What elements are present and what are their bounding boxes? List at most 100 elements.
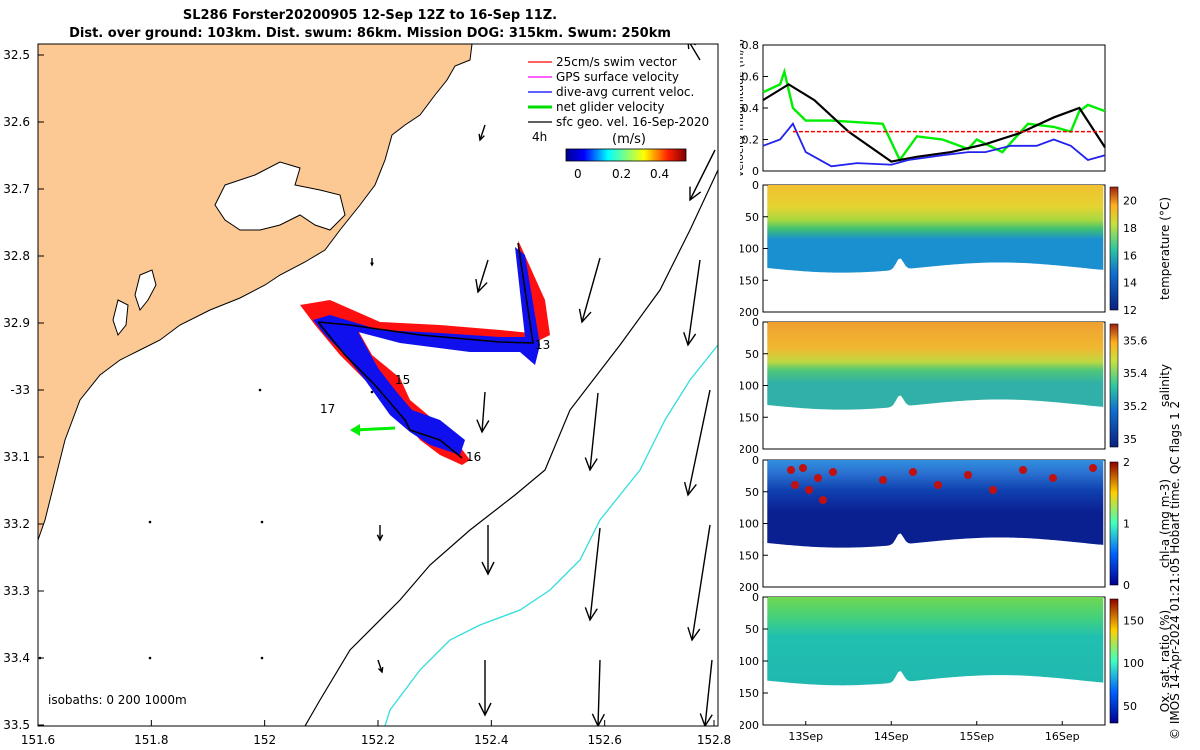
- land-coastline: [38, 44, 473, 541]
- velocity-axes: [762, 44, 1106, 172]
- profile-colorbar: [1109, 461, 1119, 586]
- lat-tick-label: 33.4: [3, 651, 30, 665]
- lat-tick-label: 32.6: [3, 115, 30, 129]
- chlorophyll-profile-panel: 0 50 100 150 200 Depth (m) 0 1 2 chl-a (mg m-3): [740, 454, 1172, 594]
- colorbar-tick-label: 100: [1123, 657, 1144, 670]
- profile-ylabel: Depth (m): [740, 357, 741, 413]
- colorbar-tick-label: 2: [1123, 456, 1130, 469]
- velocity-ytick: 0.2: [742, 134, 760, 147]
- geo-velocity-arrow: [597, 659, 601, 726]
- isobaths-label: isobaths: 0 200 1000m: [48, 693, 187, 707]
- profile-ytick: 200: [740, 306, 759, 319]
- profile-ytick: 0: [752, 316, 759, 329]
- temperature-profile-panel: 0 50 100 150 200 Depth (m) 12 14 16 18 20 temperatu…: [740, 179, 1172, 319]
- chl-hotspot: [805, 486, 813, 494]
- velocity-ytick: 0.6: [742, 71, 760, 84]
- chl-hotspot: [819, 496, 827, 504]
- lat-tick-label: 33.2: [3, 517, 30, 531]
- profile-ytick: 200: [740, 443, 759, 456]
- surface-geostrophic-velocity-arrows: [38, 44, 716, 726]
- profile-colorbar: [1109, 598, 1119, 724]
- chl-hotspot: [989, 486, 997, 494]
- geo-velocity-arrow: [689, 149, 716, 201]
- profile-ytick: 50: [745, 623, 759, 636]
- chl-hotspot: [879, 476, 887, 484]
- profile-ytick: 100: [740, 380, 759, 393]
- colorbar-tick-label: 35.6: [1123, 334, 1148, 347]
- lon-tick-label: 151.8: [134, 733, 168, 747]
- colorbar-title: salinity: [1158, 364, 1172, 407]
- velocity-ylabel: velocity magnitude (m/s): [740, 39, 746, 177]
- figure-title-line2: Dist. over ground: 103km. Dist. swum: 86…: [69, 26, 671, 41]
- legend-sfc-geo-vel: sfc geo. vel. 16-Sep-2020: [556, 115, 709, 129]
- lat-tick-label: 33.3: [3, 584, 30, 598]
- profile-ylabel: Depth (m): [740, 220, 741, 276]
- oxygen-profile-panel: 0 50 100 150 200 Depth (m) 50 100 150 Ox. sat. ra…: [740, 591, 1172, 743]
- lon-tick-label: 152.2: [361, 733, 395, 747]
- day-label-15: 15: [395, 373, 410, 387]
- legend-gps-velocity: GPS surface velocity: [556, 70, 679, 84]
- colorbar-title: Ox. sat. ratio (%): [1158, 610, 1172, 712]
- profile-ytick: 150: [740, 549, 759, 562]
- geo-velocity-dot: [258, 388, 262, 392]
- lake-2: [134, 269, 157, 312]
- colorbar-title: chl-a (mg m-3): [1158, 479, 1172, 568]
- date-xtick: 16Sep: [1045, 730, 1080, 743]
- geo-velocity-arrow: [589, 527, 601, 621]
- geo-velocity-arrow: [704, 659, 713, 726]
- track-dive-avg-band: [313, 247, 540, 455]
- colorbar-tick-1: 0.2: [612, 167, 631, 181]
- day-label-16: 16: [466, 450, 481, 464]
- lat-tick-label: 33.1: [3, 450, 30, 464]
- lon-tick-label: 151.6: [21, 733, 55, 747]
- legend-net-glider: net glider velocity: [556, 100, 664, 114]
- colorbar-tick-label: 1: [1123, 518, 1130, 531]
- lat-tick-label: 32.7: [3, 182, 30, 196]
- colorbar-tick-label: 150: [1123, 614, 1144, 627]
- geo-velocity-arrow: [581, 257, 601, 323]
- profile-ytick: 150: [740, 411, 759, 424]
- chl-hotspot: [1049, 474, 1057, 482]
- net-glider-arrowhead: [350, 424, 360, 436]
- chl-hotspot: [799, 464, 807, 472]
- lon-tick-label: 152: [253, 733, 276, 747]
- profile-ytick: 150: [740, 274, 759, 287]
- glider-track-map: 13 15 17 16 151.6 151.8 152 152.2 152.4 152.6…: [3, 43, 731, 747]
- profile-ytick: 50: [745, 486, 759, 499]
- velocity-ytick: 0: [752, 165, 759, 178]
- geo-velocity-dot: [148, 520, 152, 524]
- lake-1: [214, 161, 346, 231]
- chl-hotspot: [787, 466, 795, 474]
- colorbar-tick-label: 16: [1123, 249, 1137, 262]
- lat-tick-label: 32.9: [3, 316, 30, 330]
- geo-velocity-arrow: [477, 259, 489, 293]
- lat-tick-label: 33.5: [3, 718, 30, 732]
- legend-4h: 4h: [532, 130, 547, 144]
- profile-ylabel: Depth (m): [740, 495, 741, 551]
- chl-hotspot: [964, 471, 972, 479]
- geo-velocity-dot: [148, 656, 152, 660]
- lon-tick-label: 152.6: [587, 733, 621, 747]
- colorbar-unit-label: (m/s): [612, 132, 646, 147]
- colorbar-tick-label: 0: [1123, 579, 1130, 592]
- geo-velocity-dot: [370, 390, 374, 394]
- profile-ytick: 0: [752, 454, 759, 467]
- colorbar-tick-label: 35.2: [1123, 400, 1148, 413]
- profile-ytick: 200: [740, 581, 759, 594]
- longitude-ticks: 151.6 151.8 152 152.2 152.4 152.6 152.8: [21, 720, 731, 747]
- legend-dive-avg: dive-avg current veloc.: [556, 85, 694, 99]
- isobath-1000m: [384, 344, 718, 726]
- profile-field: [767, 185, 1104, 273]
- profile-ytick: 0: [752, 179, 759, 192]
- chl-hotspot: [791, 481, 799, 489]
- velocity-ytick: 0.8: [742, 39, 760, 52]
- credit-line: © IMOS 14-Apr-2024 01:21:05 Hobart time.…: [1168, 400, 1182, 740]
- colorbar-tick-label: 12: [1123, 304, 1137, 317]
- geo-velocity-arrow: [687, 259, 701, 346]
- geo-velocity-arrow: [691, 524, 711, 641]
- velocity-series-0: [762, 67, 1106, 163]
- profile-ytick: 50: [745, 348, 759, 361]
- chl-hotspot: [814, 474, 822, 482]
- geo-velocity-arrow: [589, 392, 599, 471]
